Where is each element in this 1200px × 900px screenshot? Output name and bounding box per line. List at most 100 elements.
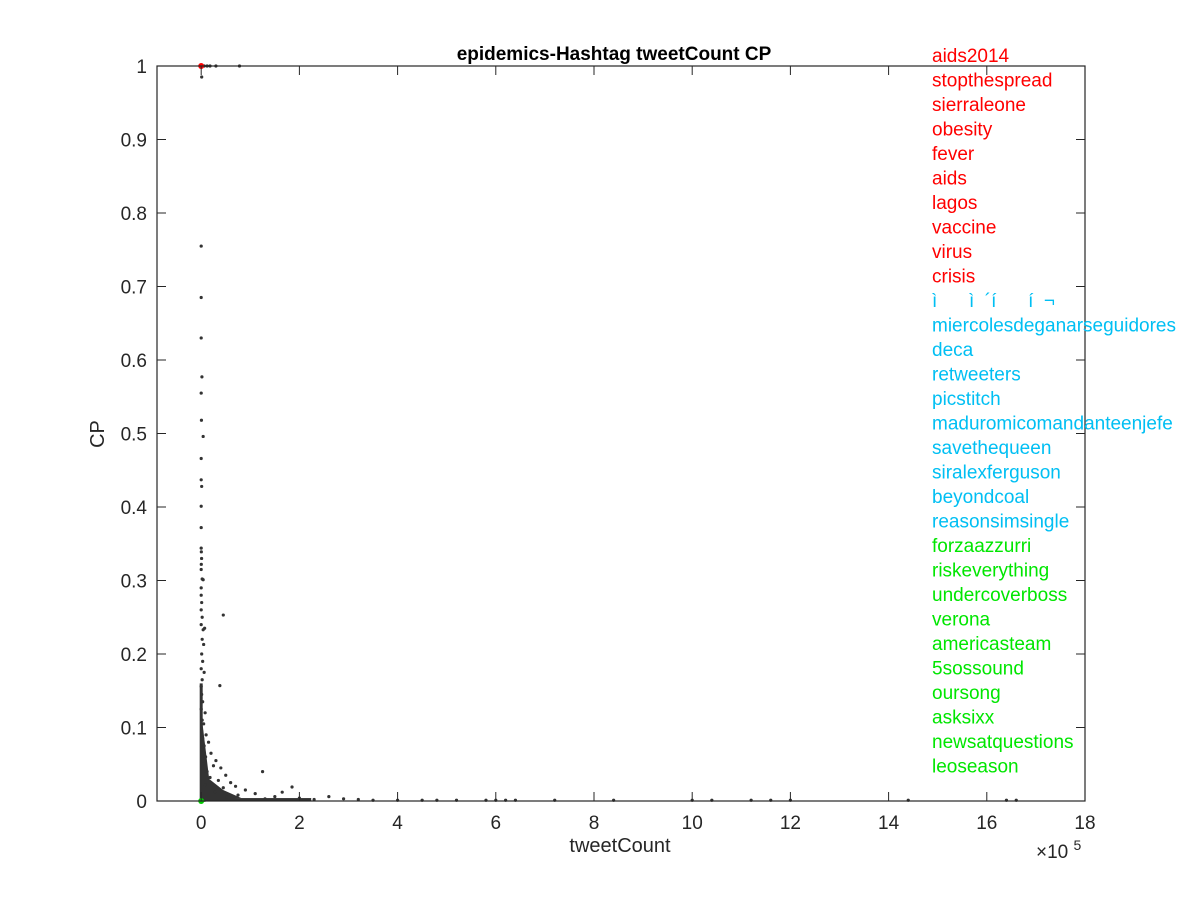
data-point (199, 336, 203, 340)
data-point (201, 659, 205, 663)
y-tick-label: 0.5 (121, 425, 147, 446)
hashtag-label: virus (932, 242, 972, 263)
dense-point-floor (201, 798, 312, 801)
data-point (221, 613, 225, 617)
hashtag-label: miercolesdeganarseguidores (932, 316, 1176, 337)
hashtag-label: vaccine (932, 218, 996, 239)
hashtag-label: verona (932, 610, 991, 631)
data-point (199, 456, 203, 461)
x-tick-label: 14 (878, 813, 900, 834)
hashtag-label: maduromicomandanteenjefe (932, 414, 1173, 435)
hashtag-label: deca (932, 340, 974, 361)
data-point (200, 729, 204, 733)
hashtag-label: sierraleone (932, 95, 1026, 116)
data-point (203, 711, 207, 715)
x-tick-label: 16 (976, 813, 997, 834)
hashtag-label: forzaazzurri (932, 536, 1031, 557)
data-point (201, 578, 205, 582)
hashtag-label: asksixx (932, 708, 995, 729)
hashtag-label: aids (932, 169, 967, 190)
data-point (203, 783, 207, 787)
data-point (202, 722, 206, 726)
data-point (200, 75, 204, 79)
y-tick-label: 0.6 (121, 351, 147, 372)
data-point (201, 762, 205, 766)
hashtag-label: savethequeen (932, 438, 1051, 459)
data-point (199, 667, 203, 671)
x-tick-label: 6 (491, 813, 502, 834)
data-point (218, 684, 222, 688)
hashtag-label: stopthespread (932, 71, 1052, 92)
data-point (201, 700, 205, 704)
data-point (290, 785, 294, 789)
data-point (236, 793, 240, 797)
hashtag-label: obesity (932, 120, 993, 141)
data-point (200, 375, 204, 379)
hashtag-label: crisis (932, 267, 975, 288)
data-point (200, 484, 204, 489)
data-point (233, 784, 238, 788)
data-point (205, 770, 209, 774)
data-point (199, 418, 204, 422)
x-tick-label: 0 (196, 813, 207, 834)
y-tick-label: 0.2 (121, 645, 147, 666)
data-point (219, 766, 223, 770)
data-point (213, 790, 217, 794)
data-point (200, 692, 204, 697)
data-point (200, 678, 204, 682)
data-point (253, 792, 257, 796)
x-tick-label: 8 (589, 813, 600, 834)
x-tick-label: 10 (682, 813, 703, 834)
hashtag-label: siralexferguson (932, 463, 1061, 484)
y-tick-label: 0.9 (121, 131, 147, 152)
data-point (214, 758, 218, 763)
data-point (200, 615, 204, 619)
data-point (199, 550, 203, 554)
data-point (199, 562, 203, 566)
hashtag-label: americasteam (932, 634, 1051, 655)
x-tick-label: 2 (294, 813, 305, 834)
data-point (243, 788, 247, 792)
data-point (200, 637, 204, 641)
data-point (199, 684, 203, 688)
data-point (356, 797, 360, 802)
y-axis-label: CP (87, 420, 109, 448)
x-tick-label: 12 (780, 813, 801, 834)
plot-area (198, 63, 1018, 804)
hashtag-label: picstitch (932, 389, 1001, 410)
data-point (199, 623, 203, 627)
data-point (208, 775, 212, 780)
data-point (204, 733, 208, 737)
data-point (200, 652, 204, 656)
data-point (209, 751, 213, 755)
y-tick-label: 0.4 (121, 498, 148, 519)
hashtag-label: leoseason (932, 757, 1019, 778)
y-tick-label: 0.3 (121, 572, 147, 593)
data-point (199, 546, 203, 550)
data-point (225, 795, 229, 799)
x-axis-exponent-base: ×10 (1036, 842, 1068, 863)
data-point (224, 773, 228, 777)
data-point (341, 797, 346, 801)
data-point (260, 770, 265, 774)
data-point (199, 504, 203, 508)
data-point (200, 718, 204, 722)
data-point (199, 707, 203, 711)
data-point (216, 778, 220, 783)
data-point (206, 740, 211, 744)
x-axis-exponent-power: 5 (1074, 837, 1082, 853)
hashtag-label: reasonsimsingle (932, 512, 1069, 533)
data-point (199, 478, 203, 482)
data-point (199, 593, 203, 597)
hashtag-label: lagos (932, 193, 977, 214)
y-tick-label: 0.8 (121, 204, 147, 225)
data-point (199, 525, 203, 530)
hashtag-labels: aids2014 stopthespread sierraleone obesity f… (932, 46, 1176, 778)
data-point (263, 797, 267, 801)
data-point (221, 786, 225, 790)
data-point (200, 600, 204, 605)
data-point (199, 586, 203, 590)
hashtag-label: oursong (932, 683, 1001, 704)
data-point (204, 755, 208, 759)
